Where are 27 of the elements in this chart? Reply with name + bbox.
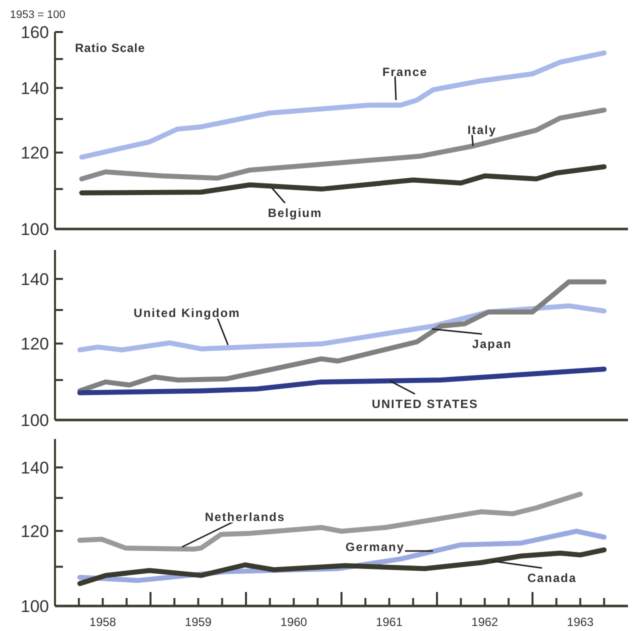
y-tick-label: 160 — [20, 22, 49, 42]
series-label: Canada — [527, 571, 577, 586]
y-tick-label: 140 — [20, 458, 49, 478]
series-label: Italy — [467, 123, 497, 138]
y-tick-label: 100 — [20, 220, 49, 239]
series-label: Japan — [472, 337, 512, 352]
y-tick-label: 100 — [20, 596, 49, 616]
text: United Kingdom — [134, 306, 240, 320]
x-tick-label: 1961 — [376, 615, 403, 629]
x-tick-label: 1962 — [471, 615, 498, 629]
y-axis-title: 1953 = 100 — [10, 9, 66, 21]
y-tick-label: 140 — [20, 78, 49, 98]
y-tick-label: 120 — [20, 334, 49, 354]
x-tick-label: 1960 — [280, 615, 308, 629]
y-tick-label: 140 — [20, 270, 49, 289]
x-tick-label: 1963 — [566, 615, 594, 629]
series-label: France — [382, 65, 428, 80]
y-tick-label: 120 — [20, 144, 49, 163]
series-label: Netherlands — [204, 510, 286, 524]
series-label: UNITED STATES — [372, 397, 478, 412]
x-tick-label: 1958 — [89, 615, 116, 629]
y-tick-label: 120 — [20, 522, 49, 541]
annotation: Ratio Scale — [75, 41, 146, 55]
series-label: Belgium — [268, 206, 322, 220]
x-tick-label: 1959 — [184, 615, 212, 629]
series-label: Germany — [345, 540, 405, 554]
y-tick-label: 100 — [20, 410, 49, 430]
